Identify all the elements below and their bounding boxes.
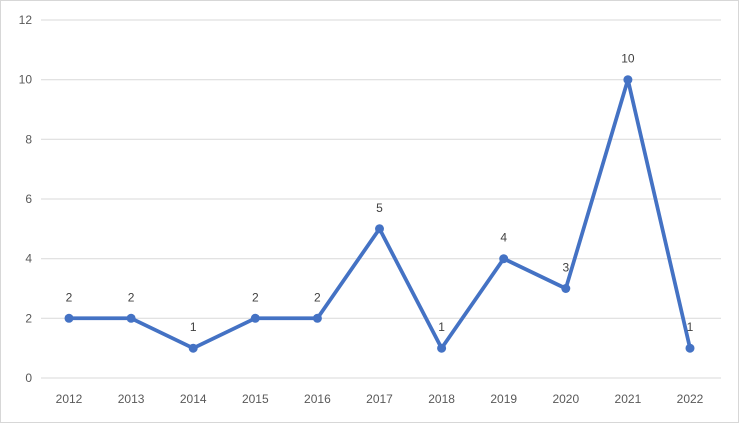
x-tick-label: 2016 — [304, 392, 331, 406]
data-point-marker — [312, 313, 322, 323]
data-label: 1 — [190, 320, 197, 334]
data-label: 2 — [252, 290, 259, 304]
data-label: 10 — [621, 52, 635, 66]
data-label: 2 — [66, 290, 73, 304]
y-tick-label: 6 — [25, 192, 32, 206]
data-point-marker — [126, 313, 136, 323]
data-point-marker — [623, 75, 633, 85]
x-tick-label: 2013 — [118, 392, 145, 406]
x-tick-label: 2019 — [490, 392, 517, 406]
x-tick-label: 2015 — [242, 392, 269, 406]
data-label: 3 — [562, 261, 569, 275]
y-tick-label: 0 — [25, 371, 32, 385]
x-tick-label: 2020 — [552, 392, 579, 406]
y-tick-label: 8 — [25, 132, 32, 146]
data-point-marker — [685, 343, 695, 353]
data-point-marker — [437, 343, 447, 353]
x-tick-label: 2022 — [677, 392, 704, 406]
x-tick-label: 2014 — [180, 392, 207, 406]
data-label: 2 — [128, 290, 135, 304]
x-tick-label: 2018 — [428, 392, 455, 406]
x-tick-label: 2012 — [56, 392, 83, 406]
data-point-marker — [499, 254, 509, 264]
data-label: 1 — [687, 320, 694, 334]
data-label: 4 — [500, 231, 507, 245]
x-tick-label: 2021 — [615, 392, 642, 406]
data-point-marker — [64, 313, 74, 323]
data-point-marker — [375, 224, 384, 234]
data-label: 1 — [438, 320, 445, 334]
y-tick-label: 12 — [19, 13, 33, 27]
x-tick-label: 2017 — [366, 392, 393, 406]
data-point-marker — [250, 313, 260, 323]
y-tick-label: 2 — [25, 311, 32, 325]
data-point-marker — [561, 284, 571, 293]
y-tick-label: 4 — [25, 252, 32, 266]
data-label: 2 — [314, 290, 321, 304]
y-tick-label: 10 — [19, 73, 33, 87]
data-label: 5 — [376, 201, 383, 215]
data-point-marker — [188, 343, 198, 353]
